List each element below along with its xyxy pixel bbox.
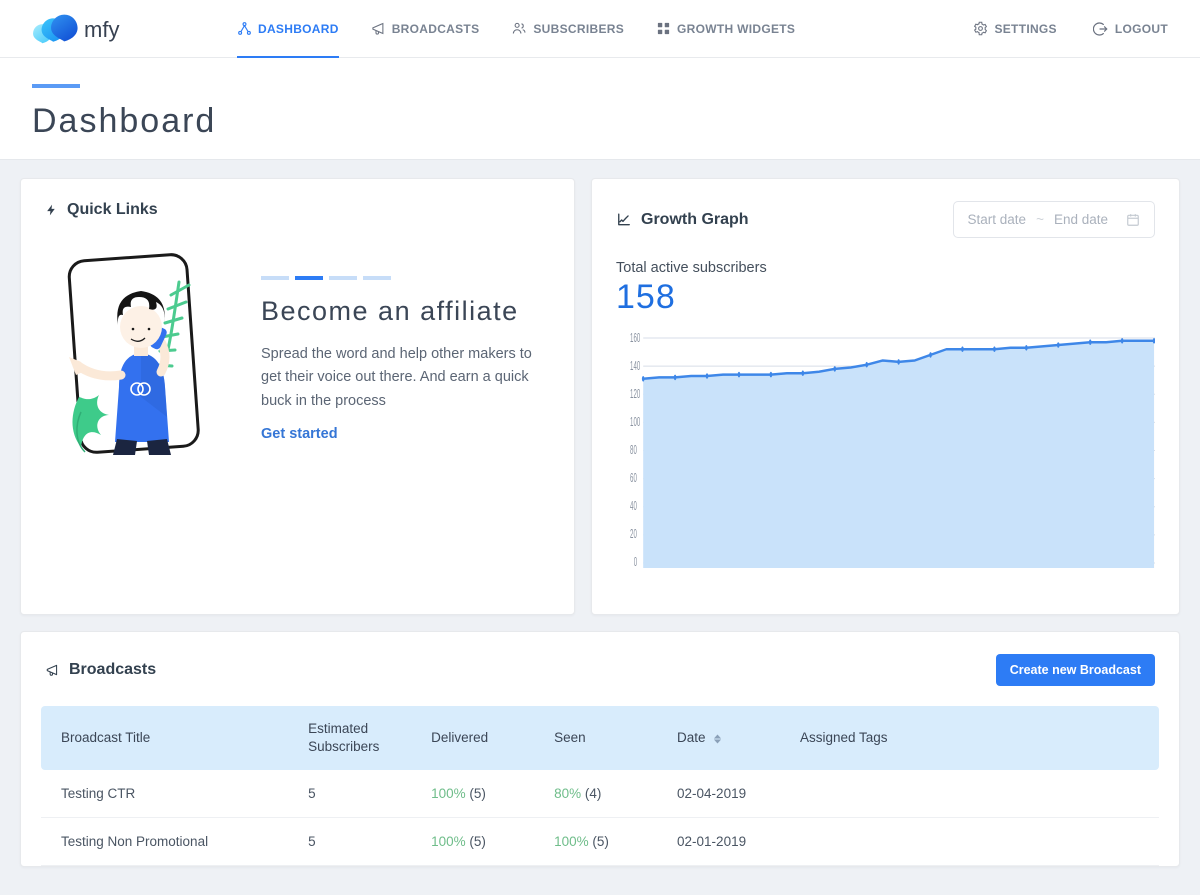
svg-text:160: 160 — [630, 333, 640, 346]
svg-text:0: 0 — [634, 556, 638, 570]
svg-text:80: 80 — [630, 444, 637, 458]
svg-text:100: 100 — [630, 416, 640, 430]
svg-text:60: 60 — [630, 472, 637, 486]
svg-text:120: 120 — [630, 388, 640, 402]
svg-text:40: 40 — [630, 500, 637, 514]
svg-text:140: 140 — [630, 360, 640, 374]
svg-text:20: 20 — [630, 528, 637, 542]
